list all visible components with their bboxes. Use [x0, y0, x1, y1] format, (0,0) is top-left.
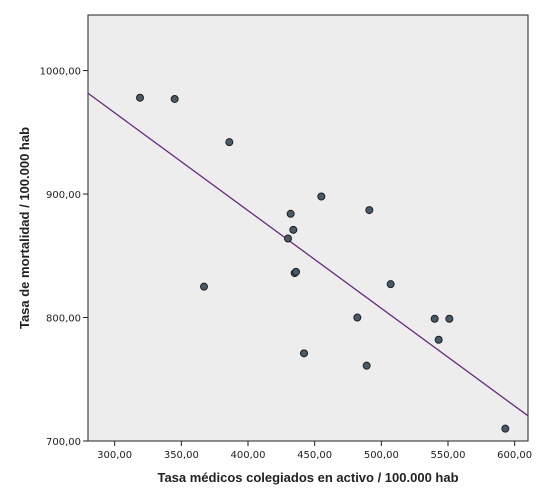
x-tick-label: 550,00: [431, 450, 466, 461]
data-point: [353, 313, 362, 322]
x-tick-label: 400,00: [231, 450, 266, 461]
x-tick-label: 300,00: [97, 450, 132, 461]
data-point: [225, 138, 234, 147]
y-tick-label: 1000,00: [40, 67, 81, 78]
data-point: [317, 192, 326, 201]
x-tick-label: 450,00: [297, 450, 332, 461]
data-point: [136, 93, 144, 102]
data-point: [362, 361, 371, 370]
data-point: [430, 314, 439, 323]
y-tick-label: 700,00: [46, 437, 81, 448]
data-point: [170, 94, 179, 103]
data-point: [501, 424, 510, 433]
y-tick-label: 800,00: [46, 314, 81, 325]
data-point: [445, 314, 454, 323]
x-axis: 300,00 350,00 400,00 450,00 500,00 550,00 600,…: [97, 441, 532, 461]
x-tick-label: 500,00: [364, 450, 399, 461]
data-point: [386, 280, 395, 289]
plot-area: [87, 14, 529, 442]
data-point: [286, 209, 295, 218]
y-tick-label: 900,00: [46, 190, 81, 201]
x-tick-label: 600,00: [497, 450, 532, 461]
data-point: [284, 234, 292, 243]
y-axis: 700,00 800,00 900,00 1000,00: [40, 67, 88, 448]
regression-line: [87, 92, 529, 417]
data-points: [136, 93, 510, 433]
data-point: [300, 349, 308, 358]
data-point: [292, 267, 300, 276]
x-axis-title: Tasa médicos colegiados en activo / 100.…: [157, 470, 458, 485]
x-tick-label: 350,00: [164, 450, 199, 461]
data-point: [289, 225, 298, 234]
y-axis-title: Tasa de mortalidad / 100.000 hab: [17, 127, 32, 329]
data-point: [200, 282, 208, 291]
data-point: [365, 206, 374, 215]
data-point: [434, 335, 443, 344]
